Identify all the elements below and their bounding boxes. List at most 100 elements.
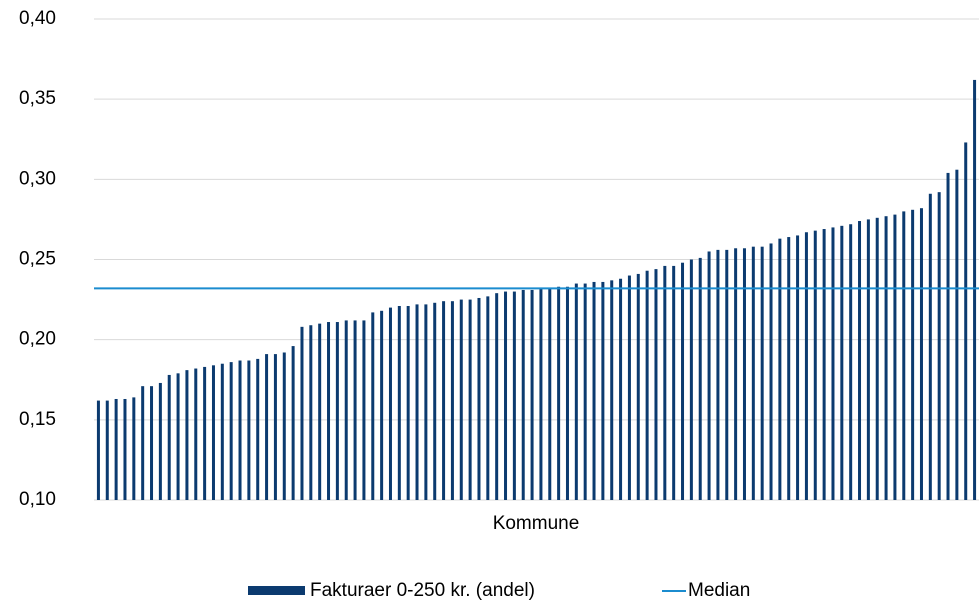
bar (220, 363, 224, 500)
bar (521, 289, 525, 500)
bar (247, 360, 251, 500)
bar (114, 398, 118, 500)
bar (902, 211, 906, 500)
bar (433, 302, 437, 500)
bar (627, 275, 631, 500)
bar (796, 235, 800, 500)
legend-swatch (248, 586, 305, 595)
bar (565, 286, 569, 500)
bar (185, 370, 189, 500)
bar (424, 304, 428, 500)
bar (928, 193, 932, 500)
bar (203, 366, 207, 500)
bar (911, 209, 915, 500)
bar (751, 246, 755, 500)
bar (707, 251, 711, 500)
bar (849, 224, 853, 500)
bar (442, 301, 446, 500)
bar (964, 142, 968, 500)
bar (698, 257, 702, 500)
y-tick-label: 0,30 (19, 168, 56, 189)
bar (397, 305, 401, 500)
bar (194, 368, 198, 500)
bar (645, 270, 649, 500)
bar (282, 352, 286, 500)
bar (486, 296, 490, 500)
bar (742, 248, 746, 500)
y-tick-label: 0,35 (19, 88, 56, 109)
bar (654, 269, 658, 500)
bar (822, 229, 826, 500)
bar (238, 360, 242, 500)
bar (778, 238, 782, 500)
bar (344, 320, 348, 500)
bar (141, 386, 145, 500)
bar (946, 172, 950, 501)
bar (548, 288, 552, 500)
bar (211, 365, 215, 500)
bar (840, 225, 844, 500)
bar (813, 230, 817, 500)
bar (583, 283, 587, 500)
bar (318, 323, 322, 500)
bar (955, 169, 959, 501)
bar (96, 400, 100, 500)
bar (592, 281, 596, 500)
bar (132, 397, 136, 500)
bar (689, 259, 693, 500)
bar (716, 249, 720, 500)
y-tick-label: 0,10 (19, 489, 56, 510)
bar (123, 398, 127, 500)
bar (353, 320, 357, 500)
bar (158, 382, 162, 500)
y-tick-label: 0,25 (19, 249, 56, 270)
bar (512, 291, 516, 500)
x-axis-label: Kommune (493, 513, 580, 534)
bar (610, 280, 614, 500)
bar (176, 373, 180, 500)
bar (300, 326, 304, 500)
bar (273, 354, 277, 500)
bar (734, 248, 738, 500)
bar (495, 293, 499, 500)
bar (919, 208, 923, 500)
bar (601, 281, 605, 500)
bar (388, 307, 392, 500)
bar (362, 320, 366, 500)
bar (150, 386, 154, 500)
bar (893, 214, 897, 500)
legend-label: Median (688, 580, 750, 601)
bar (229, 362, 233, 500)
bar (973, 79, 977, 500)
bar (937, 192, 941, 500)
bar (574, 283, 578, 500)
bar (539, 288, 543, 500)
bar (406, 305, 410, 500)
bar (804, 232, 808, 500)
bar (450, 301, 454, 500)
bar (327, 322, 331, 500)
bar (371, 312, 375, 500)
bar (858, 221, 862, 500)
bar (769, 243, 773, 500)
bar (636, 273, 640, 500)
bar (681, 262, 685, 500)
bar (105, 400, 109, 500)
bar (530, 289, 534, 500)
legend-label: Fakturaer 0-250 kr. (andel) (310, 580, 535, 601)
bar (309, 325, 313, 500)
bar (725, 249, 729, 500)
bar (167, 374, 171, 500)
y-tick-label: 0,40 (19, 8, 56, 29)
bar (291, 346, 295, 500)
bar (468, 299, 472, 500)
bar (477, 297, 481, 500)
bar (459, 299, 463, 500)
bar (335, 322, 339, 500)
bar (866, 219, 870, 500)
bar (619, 278, 623, 500)
bar (831, 227, 835, 500)
bar (875, 217, 879, 500)
bar (256, 358, 260, 500)
